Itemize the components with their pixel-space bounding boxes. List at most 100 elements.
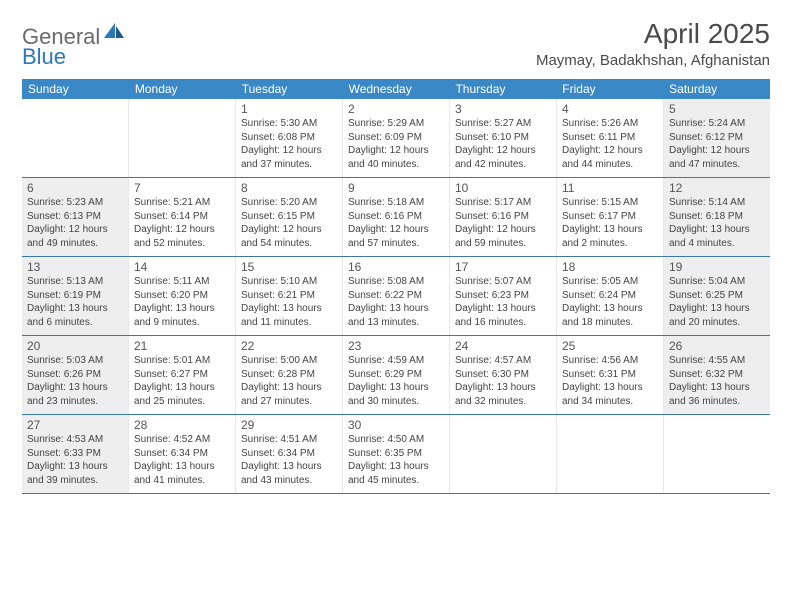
sunrise-text: Sunrise: 4:56 AM bbox=[562, 354, 658, 368]
daylight-text: Daylight: 12 hours and 44 minutes. bbox=[562, 144, 658, 171]
sunset-text: Sunset: 6:35 PM bbox=[348, 447, 444, 461]
daylight-text: Daylight: 13 hours and 27 minutes. bbox=[241, 381, 337, 408]
calendar-day: 12Sunrise: 5:14 AMSunset: 6:18 PMDayligh… bbox=[664, 178, 770, 256]
daylight-text: Daylight: 13 hours and 13 minutes. bbox=[348, 302, 444, 329]
day-info: Sunrise: 5:03 AMSunset: 6:26 PMDaylight:… bbox=[27, 354, 123, 408]
calendar-day: 10Sunrise: 5:17 AMSunset: 6:16 PMDayligh… bbox=[450, 178, 557, 256]
sunrise-text: Sunrise: 5:13 AM bbox=[27, 275, 123, 289]
day-number: 13 bbox=[27, 260, 123, 274]
daylight-text: Daylight: 13 hours and 36 minutes. bbox=[669, 381, 765, 408]
sunrise-text: Sunrise: 5:04 AM bbox=[669, 275, 765, 289]
calendar-empty-cell bbox=[557, 415, 664, 493]
calendar-day: 16Sunrise: 5:08 AMSunset: 6:22 PMDayligh… bbox=[343, 257, 450, 335]
daylight-text: Daylight: 13 hours and 32 minutes. bbox=[455, 381, 551, 408]
sunset-text: Sunset: 6:26 PM bbox=[27, 368, 123, 382]
day-info: Sunrise: 4:53 AMSunset: 6:33 PMDaylight:… bbox=[27, 433, 123, 487]
calendar-day: 3Sunrise: 5:27 AMSunset: 6:10 PMDaylight… bbox=[450, 99, 557, 177]
daylight-text: Daylight: 13 hours and 45 minutes. bbox=[348, 460, 444, 487]
calendar-body: 1Sunrise: 5:30 AMSunset: 6:08 PMDaylight… bbox=[22, 99, 770, 494]
calendar-week: 20Sunrise: 5:03 AMSunset: 6:26 PMDayligh… bbox=[22, 336, 770, 415]
calendar-day: 7Sunrise: 5:21 AMSunset: 6:14 PMDaylight… bbox=[129, 178, 236, 256]
day-info: Sunrise: 4:52 AMSunset: 6:34 PMDaylight:… bbox=[134, 433, 230, 487]
sunrise-text: Sunrise: 5:03 AM bbox=[27, 354, 123, 368]
daylight-text: Daylight: 13 hours and 34 minutes. bbox=[562, 381, 658, 408]
day-number: 8 bbox=[241, 181, 337, 195]
calendar-day: 14Sunrise: 5:11 AMSunset: 6:20 PMDayligh… bbox=[129, 257, 236, 335]
sunrise-text: Sunrise: 5:01 AM bbox=[134, 354, 230, 368]
day-number: 3 bbox=[455, 102, 551, 116]
sunrise-text: Sunrise: 5:18 AM bbox=[348, 196, 444, 210]
day-number: 23 bbox=[348, 339, 444, 353]
day-number: 18 bbox=[562, 260, 658, 274]
sunset-text: Sunset: 6:34 PM bbox=[134, 447, 230, 461]
location-subtitle: Maymay, Badakhshan, Afghanistan bbox=[536, 52, 770, 69]
calendar-day: 26Sunrise: 4:55 AMSunset: 6:32 PMDayligh… bbox=[664, 336, 770, 414]
daylight-text: Daylight: 13 hours and 9 minutes. bbox=[134, 302, 230, 329]
daylight-text: Daylight: 12 hours and 52 minutes. bbox=[134, 223, 230, 250]
sunset-text: Sunset: 6:32 PM bbox=[669, 368, 765, 382]
sunrise-text: Sunrise: 5:00 AM bbox=[241, 354, 337, 368]
calendar-day: 25Sunrise: 4:56 AMSunset: 6:31 PMDayligh… bbox=[557, 336, 664, 414]
sunrise-text: Sunrise: 5:14 AM bbox=[669, 196, 765, 210]
sunrise-text: Sunrise: 5:05 AM bbox=[562, 275, 658, 289]
calendar-day: 15Sunrise: 5:10 AMSunset: 6:21 PMDayligh… bbox=[236, 257, 343, 335]
daylight-text: Daylight: 13 hours and 41 minutes. bbox=[134, 460, 230, 487]
calendar-week: 6Sunrise: 5:23 AMSunset: 6:13 PMDaylight… bbox=[22, 178, 770, 257]
day-number: 17 bbox=[455, 260, 551, 274]
day-number: 29 bbox=[241, 418, 337, 432]
daylight-text: Daylight: 13 hours and 4 minutes. bbox=[669, 223, 765, 250]
day-number: 27 bbox=[27, 418, 123, 432]
calendar-day: 2Sunrise: 5:29 AMSunset: 6:09 PMDaylight… bbox=[343, 99, 450, 177]
sunset-text: Sunset: 6:24 PM bbox=[562, 289, 658, 303]
sunrise-text: Sunrise: 4:53 AM bbox=[27, 433, 123, 447]
calendar-empty-cell bbox=[664, 415, 770, 493]
day-number: 9 bbox=[348, 181, 444, 195]
calendar-day: 1Sunrise: 5:30 AMSunset: 6:08 PMDaylight… bbox=[236, 99, 343, 177]
sunset-text: Sunset: 6:16 PM bbox=[455, 210, 551, 224]
sunrise-text: Sunrise: 4:51 AM bbox=[241, 433, 337, 447]
calendar-week: 1Sunrise: 5:30 AMSunset: 6:08 PMDaylight… bbox=[22, 99, 770, 178]
daylight-text: Daylight: 13 hours and 23 minutes. bbox=[27, 381, 123, 408]
day-number: 21 bbox=[134, 339, 230, 353]
daylight-text: Daylight: 13 hours and 6 minutes. bbox=[27, 302, 123, 329]
calendar-day: 22Sunrise: 5:00 AMSunset: 6:28 PMDayligh… bbox=[236, 336, 343, 414]
sunrise-text: Sunrise: 5:21 AM bbox=[134, 196, 230, 210]
sunrise-text: Sunrise: 5:15 AM bbox=[562, 196, 658, 210]
sunset-text: Sunset: 6:33 PM bbox=[27, 447, 123, 461]
weekday-label: Wednesday bbox=[343, 79, 450, 99]
sunrise-text: Sunrise: 4:55 AM bbox=[669, 354, 765, 368]
daylight-text: Daylight: 12 hours and 49 minutes. bbox=[27, 223, 123, 250]
day-info: Sunrise: 5:10 AMSunset: 6:21 PMDaylight:… bbox=[241, 275, 337, 329]
sunrise-text: Sunrise: 5:10 AM bbox=[241, 275, 337, 289]
calendar-day: 13Sunrise: 5:13 AMSunset: 6:19 PMDayligh… bbox=[22, 257, 129, 335]
day-info: Sunrise: 5:26 AMSunset: 6:11 PMDaylight:… bbox=[562, 117, 658, 171]
weekday-label: Monday bbox=[129, 79, 236, 99]
sail-icon bbox=[104, 23, 126, 44]
weekday-label: Saturday bbox=[663, 79, 770, 99]
calendar-empty-cell bbox=[129, 99, 236, 177]
logo-sub: Blue bbox=[22, 44, 66, 70]
daylight-text: Daylight: 13 hours and 43 minutes. bbox=[241, 460, 337, 487]
day-number: 2 bbox=[348, 102, 444, 116]
day-number: 20 bbox=[27, 339, 123, 353]
day-number: 28 bbox=[134, 418, 230, 432]
weekday-label: Tuesday bbox=[236, 79, 343, 99]
day-info: Sunrise: 5:24 AMSunset: 6:12 PMDaylight:… bbox=[669, 117, 765, 171]
day-info: Sunrise: 5:14 AMSunset: 6:18 PMDaylight:… bbox=[669, 196, 765, 250]
day-info: Sunrise: 5:21 AMSunset: 6:14 PMDaylight:… bbox=[134, 196, 230, 250]
calendar-day: 5Sunrise: 5:24 AMSunset: 6:12 PMDaylight… bbox=[664, 99, 770, 177]
daylight-text: Daylight: 13 hours and 11 minutes. bbox=[241, 302, 337, 329]
day-info: Sunrise: 5:17 AMSunset: 6:16 PMDaylight:… bbox=[455, 196, 551, 250]
day-info: Sunrise: 5:05 AMSunset: 6:24 PMDaylight:… bbox=[562, 275, 658, 329]
sunset-text: Sunset: 6:19 PM bbox=[27, 289, 123, 303]
sunset-text: Sunset: 6:14 PM bbox=[134, 210, 230, 224]
calendar-week: 27Sunrise: 4:53 AMSunset: 6:33 PMDayligh… bbox=[22, 415, 770, 494]
day-number: 7 bbox=[134, 181, 230, 195]
day-number: 15 bbox=[241, 260, 337, 274]
day-number: 25 bbox=[562, 339, 658, 353]
sunrise-text: Sunrise: 5:29 AM bbox=[348, 117, 444, 131]
day-info: Sunrise: 5:29 AMSunset: 6:09 PMDaylight:… bbox=[348, 117, 444, 171]
sunset-text: Sunset: 6:12 PM bbox=[669, 131, 765, 145]
daylight-text: Daylight: 12 hours and 40 minutes. bbox=[348, 144, 444, 171]
sunrise-text: Sunrise: 5:27 AM bbox=[455, 117, 551, 131]
